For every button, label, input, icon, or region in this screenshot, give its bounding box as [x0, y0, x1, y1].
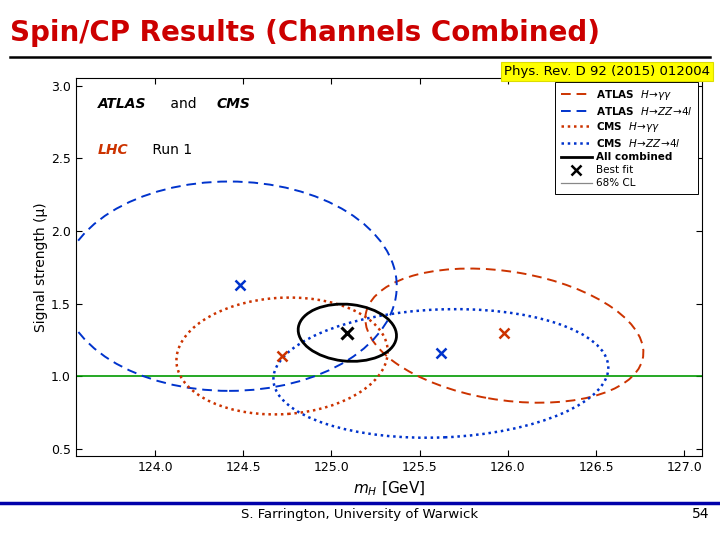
Text: ATLAS: ATLAS	[97, 97, 146, 111]
Legend: ATLAS  $H\!\rightarrow\!\gamma\gamma$, ATLAS  $H\!\rightarrow\!ZZ\!\rightarrow\!: ATLAS $H\!\rightarrow\!\gamma\gamma$, AT…	[555, 83, 698, 194]
Text: S. Farrington, University of Warwick: S. Farrington, University of Warwick	[241, 508, 479, 521]
Y-axis label: Signal strength (μ): Signal strength (μ)	[34, 202, 48, 332]
Text: CMS: CMS	[217, 97, 251, 111]
Text: LHC: LHC	[97, 143, 128, 157]
Text: Phys. Rev. D 92 (2015) 012004: Phys. Rev. D 92 (2015) 012004	[504, 65, 710, 78]
Text: 54: 54	[692, 507, 709, 521]
Text: Run 1: Run 1	[148, 143, 192, 157]
Text: Spin/CP Results (Channels Combined): Spin/CP Results (Channels Combined)	[10, 19, 600, 47]
X-axis label: $m_{H}$ [GeV]: $m_{H}$ [GeV]	[353, 480, 425, 498]
Text: and: and	[166, 97, 202, 111]
